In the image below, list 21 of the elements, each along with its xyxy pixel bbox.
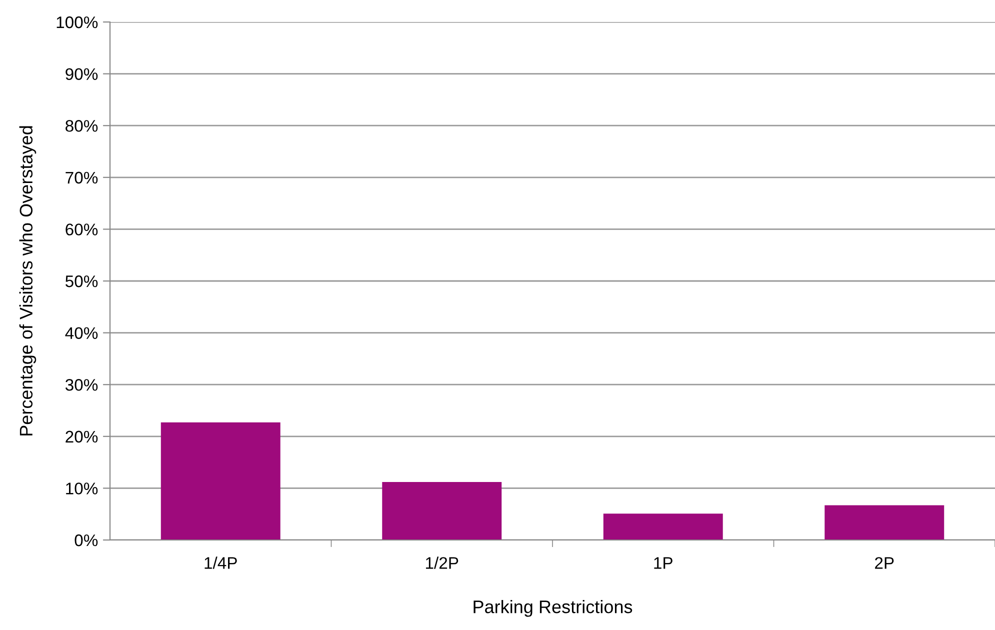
bar bbox=[160, 422, 280, 540]
y-tick-label: 30% bbox=[65, 379, 98, 391]
x-tick-label: 1/2P bbox=[426, 556, 458, 569]
y-tick-label: 50% bbox=[66, 275, 98, 288]
bar bbox=[824, 505, 944, 540]
y-tick-label: 40% bbox=[65, 327, 98, 340]
x-axis-title: Parking Restrictions bbox=[474, 600, 632, 617]
y-tick-label: 10% bbox=[66, 482, 98, 494]
y-tick-label: 100% bbox=[56, 16, 98, 28]
y-tick-label: 60% bbox=[66, 224, 98, 236]
x-tick-label: 2P bbox=[875, 557, 894, 569]
y-tick-label: 0% bbox=[74, 534, 98, 546]
bar bbox=[382, 482, 502, 540]
bar bbox=[603, 514, 723, 540]
x-tick-label: 1P bbox=[654, 557, 672, 569]
y-axis-title: Percentage of Visitors who Overstayed bbox=[19, 126, 36, 436]
y-tick-label: 80% bbox=[66, 120, 98, 132]
x-tick-label: 1/4P bbox=[204, 556, 237, 569]
y-tick-label: 90% bbox=[66, 68, 98, 80]
y-tick-label: 20% bbox=[66, 430, 98, 443]
y-tick-label: 70% bbox=[66, 172, 98, 184]
